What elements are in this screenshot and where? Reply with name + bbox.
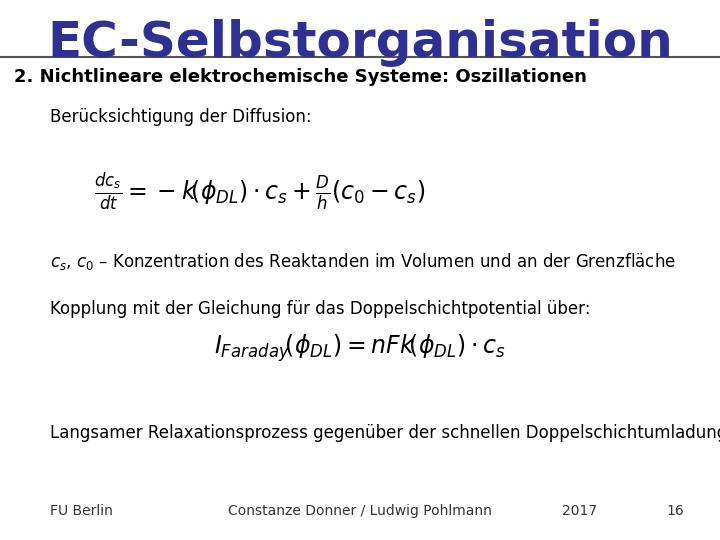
Text: EC-Selbstorganisation: EC-Selbstorganisation: [47, 19, 673, 67]
Text: 16: 16: [666, 504, 684, 518]
Text: 2017: 2017: [562, 504, 597, 518]
Text: $I_{Faraday}\!\left(\phi_{DL}\right) = nFk\!\left(\phi_{DL}\right)\cdot c_s$: $I_{Faraday}\!\left(\phi_{DL}\right) = n…: [215, 333, 505, 364]
Text: $c_s$, $c_0$ – Konzentration des Reaktanden im Volumen und an der Grenzfläche: $c_s$, $c_0$ – Konzentration des Reaktan…: [50, 251, 676, 272]
Text: Kopplung mit der Gleichung für das Doppelschichtpotential über:: Kopplung mit der Gleichung für das Doppe…: [50, 300, 591, 318]
Text: Berücksichtigung der Diffusion:: Berücksichtigung der Diffusion:: [50, 108, 312, 126]
Text: Constanze Donner / Ludwig Pohlmann: Constanze Donner / Ludwig Pohlmann: [228, 504, 492, 518]
Text: 2. Nichtlineare elektrochemische Systeme: Oszillationen: 2. Nichtlineare elektrochemische Systeme…: [14, 68, 588, 85]
Text: $\frac{dc_s}{dt} = -k\!\left(\phi_{DL}\right)\cdot c_s + \frac{D}{h}\left(c_0 - : $\frac{dc_s}{dt} = -k\!\left(\phi_{DL}\r…: [94, 171, 425, 213]
Text: Langsamer Relaxationsprozess gegenüber der schnellen Doppelschichtumladung!: Langsamer Relaxationsprozess gegenüber d…: [50, 424, 720, 442]
Text: FU Berlin: FU Berlin: [50, 504, 113, 518]
